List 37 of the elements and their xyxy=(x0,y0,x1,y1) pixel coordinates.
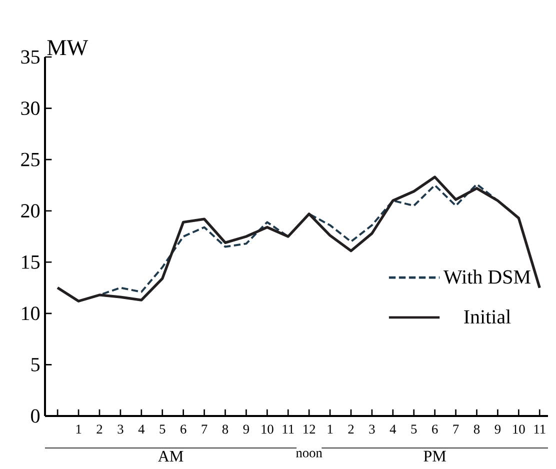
y-tick-label: 5 xyxy=(31,358,40,372)
x-tick-label: 1 xyxy=(328,424,333,434)
x-tick-label: 6 xyxy=(180,424,186,434)
y-tick-label: 30 xyxy=(21,102,40,116)
x-tick-label: 7 xyxy=(202,424,208,434)
x-tick-label: 3 xyxy=(369,424,375,434)
text: AM xyxy=(158,450,184,462)
x-tick-label: 1 xyxy=(76,424,82,434)
x-tick-label: 3 xyxy=(118,424,124,434)
x-tick-label: 2 xyxy=(348,424,354,434)
y-tick-label: 35 xyxy=(21,50,40,64)
legend-label: With DSM xyxy=(443,270,530,284)
x-tick-label: 6 xyxy=(432,424,438,434)
x-tick-label: 12 xyxy=(304,424,316,434)
text: PM xyxy=(424,450,446,462)
x-tick-label: 5 xyxy=(160,424,166,434)
x-tick-label: 9 xyxy=(243,424,249,434)
text: noon xyxy=(296,450,322,458)
x-tick-label: 8 xyxy=(474,424,480,434)
x-tick-label: 11 xyxy=(534,424,546,434)
x-tick-label: 7 xyxy=(453,424,459,434)
y-tick-label: 10 xyxy=(22,306,40,320)
y-tick-label: 20 xyxy=(21,204,40,218)
x-tick-label: 11 xyxy=(282,424,294,434)
x-tick-label: 4 xyxy=(138,424,145,434)
x-tick-label: 10 xyxy=(513,424,525,434)
y-tick-label: 15 xyxy=(22,255,40,269)
x-tick-label: 10 xyxy=(262,424,274,434)
legend-label: Initial xyxy=(464,310,511,324)
y-tick-label: 0 xyxy=(31,409,40,423)
x-tick-label: 4 xyxy=(390,424,396,434)
x-tick-label: 8 xyxy=(222,424,228,434)
y-tick-label: 25 xyxy=(21,152,40,166)
x-tick-label: 2 xyxy=(96,424,102,434)
x-tick-label: 9 xyxy=(494,424,500,434)
y-axis-title: MW xyxy=(47,40,88,56)
x-tick-label: 5 xyxy=(411,424,417,434)
